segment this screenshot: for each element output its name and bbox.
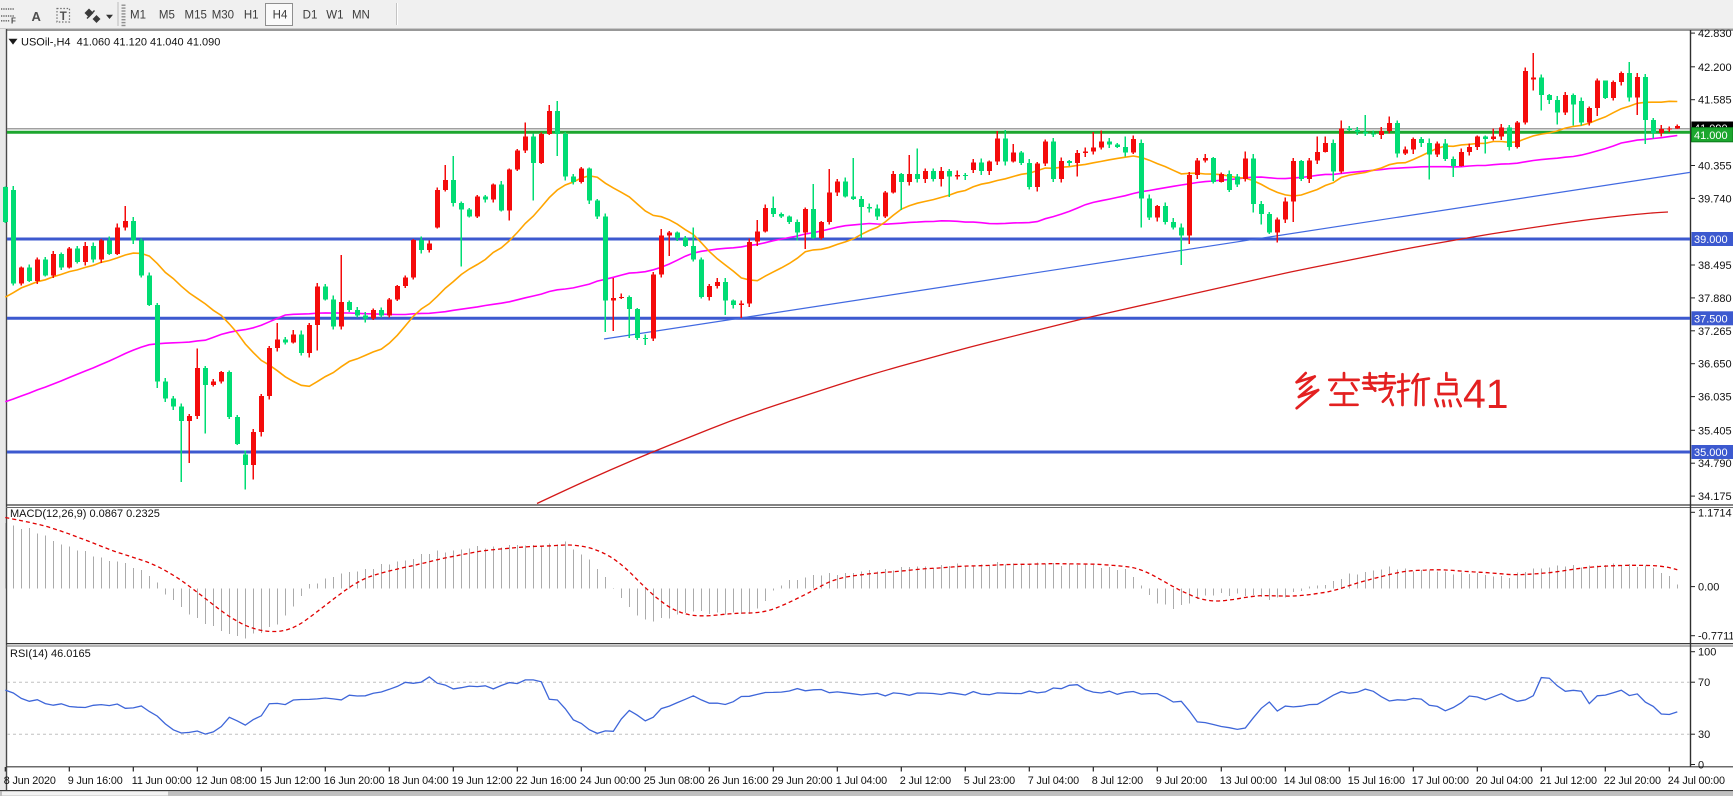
svg-text:M30: M30 (212, 10, 234, 22)
svg-text:19 Jun 12:00: 19 Jun 12:00 (452, 775, 513, 787)
svg-text:40.355: 40.355 (1698, 161, 1732, 173)
svg-text:26 Jun 16:00: 26 Jun 16:00 (708, 775, 769, 787)
svg-text:37.265: 37.265 (1698, 326, 1732, 338)
svg-text:-0.7711: -0.7711 (1698, 631, 1733, 643)
svg-text:39.000: 39.000 (1694, 234, 1728, 246)
svg-text:17 Jul 00:00: 17 Jul 00:00 (1412, 775, 1469, 787)
svg-text:39.740: 39.740 (1698, 193, 1732, 205)
svg-text:H1: H1 (244, 10, 259, 22)
svg-text:70: 70 (1698, 677, 1710, 689)
svg-text:37.880: 37.880 (1698, 293, 1732, 305)
svg-text:20 Jul 04:00: 20 Jul 04:00 (1476, 775, 1533, 787)
svg-text:35.000: 35.000 (1694, 447, 1728, 459)
svg-text:11 Jun 00:00: 11 Jun 00:00 (132, 775, 192, 787)
svg-text:0.00: 0.00 (1698, 582, 1719, 594)
svg-text:12 Jun 08:00: 12 Jun 08:00 (196, 775, 257, 787)
svg-text:5 Jul 23:00: 5 Jul 23:00 (964, 775, 1015, 787)
svg-text:14 Jul 08:00: 14 Jul 08:00 (1284, 775, 1341, 787)
svg-text:42.200: 42.200 (1698, 62, 1732, 74)
svg-text:24 Jun 00:00: 24 Jun 00:00 (580, 775, 641, 787)
svg-text:41: 41 (1463, 371, 1509, 417)
svg-text:9 Jul 20:00: 9 Jul 20:00 (1156, 775, 1207, 787)
svg-text:18 Jun 04:00: 18 Jun 04:00 (388, 775, 449, 787)
svg-text:36.035: 36.035 (1698, 392, 1732, 404)
svg-text:T: T (60, 11, 67, 23)
svg-text:42.830: 42.830 (1698, 28, 1732, 40)
svg-text:2 Jul 12:00: 2 Jul 12:00 (900, 775, 951, 787)
svg-text:M15: M15 (185, 10, 207, 22)
svg-text:41.585: 41.585 (1698, 95, 1732, 107)
svg-text:15 Jul 16:00: 15 Jul 16:00 (1348, 775, 1405, 787)
svg-text:25 Jun 08:00: 25 Jun 08:00 (644, 775, 705, 787)
svg-text:9 Jun 16:00: 9 Jun 16:00 (68, 775, 123, 787)
svg-text:M1: M1 (130, 10, 146, 22)
svg-text:USOil-,H4 41.060 41.120 41.04: USOil-,H4 41.060 41.120 41.040 41.090 (21, 37, 220, 49)
svg-text:0: 0 (1698, 760, 1704, 772)
svg-text:M5: M5 (159, 10, 175, 22)
svg-text:H4: H4 (273, 10, 288, 22)
svg-text:W1: W1 (326, 10, 343, 22)
svg-text:F: F (11, 17, 16, 26)
svg-text:30: 30 (1698, 729, 1710, 741)
svg-text:1 Jul 04:00: 1 Jul 04:00 (836, 775, 887, 787)
svg-text:22 Jul 20:00: 22 Jul 20:00 (1604, 775, 1661, 787)
svg-text:A: A (32, 9, 42, 24)
svg-text:36.650: 36.650 (1698, 359, 1732, 371)
svg-text:16 Jun 20:00: 16 Jun 20:00 (324, 775, 385, 787)
svg-text:24 Jul 00:00: 24 Jul 00:00 (1668, 775, 1725, 787)
svg-text:38.495: 38.495 (1698, 260, 1732, 272)
svg-text:8 Jul 12:00: 8 Jul 12:00 (1092, 775, 1143, 787)
svg-text:RSI(14) 46.0165: RSI(14) 46.0165 (10, 648, 91, 660)
svg-text:7 Jul 04:00: 7 Jul 04:00 (1028, 775, 1079, 787)
svg-text:1.1714: 1.1714 (1698, 507, 1732, 519)
svg-text:21 Jul 12:00: 21 Jul 12:00 (1540, 775, 1597, 787)
svg-text:MACD(12,26,9) 0.0867 0.2325: MACD(12,26,9) 0.0867 0.2325 (10, 508, 160, 520)
svg-text:37.500: 37.500 (1694, 313, 1728, 325)
svg-text:D1: D1 (303, 10, 318, 22)
svg-text:34.790: 34.790 (1698, 458, 1732, 470)
svg-text:35.405: 35.405 (1698, 425, 1732, 437)
svg-text:29 Jun 20:00: 29 Jun 20:00 (772, 775, 833, 787)
svg-text:41.000: 41.000 (1694, 130, 1728, 142)
svg-text:22 Jun 16:00: 22 Jun 16:00 (516, 775, 577, 787)
svg-text:MN: MN (352, 10, 370, 22)
svg-text:8 Jun 2020: 8 Jun 2020 (4, 775, 56, 787)
svg-text:13 Jul 00:00: 13 Jul 00:00 (1220, 775, 1277, 787)
svg-text:15 Jun 12:00: 15 Jun 12:00 (260, 775, 321, 787)
svg-text:100: 100 (1698, 647, 1716, 659)
svg-text:34.175: 34.175 (1698, 491, 1732, 503)
